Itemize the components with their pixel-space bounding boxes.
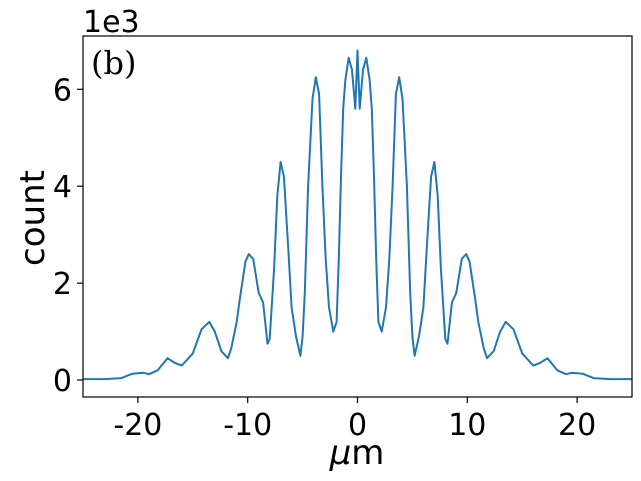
x-tick-label: 20 — [558, 408, 596, 443]
x-tick-label: 0 — [348, 408, 367, 443]
y-tick-label: 6 — [53, 73, 72, 108]
panel-label: (b) — [91, 44, 136, 82]
series-line-0 — [83, 49, 632, 381]
x-axis-label-unit: m — [351, 433, 384, 473]
y-tick-label: 2 — [53, 267, 72, 302]
plot-area: -20 -10 0 10 20 0 2 4 6 — [53, 35, 633, 443]
plot-frame — [82, 35, 633, 398]
x-axis-label-mu: μ — [329, 433, 352, 473]
y-tick-label: 0 — [53, 364, 72, 399]
y-axis-label: count — [13, 170, 53, 266]
x-tick-label: -20 — [113, 408, 162, 443]
x-tick-label: 10 — [448, 408, 486, 443]
y-tick-label: 4 — [53, 170, 72, 205]
x-axis-label: μm — [329, 433, 385, 473]
y-axis-offset-text: 1e3 — [83, 5, 140, 40]
x-tick-label: -10 — [223, 408, 272, 443]
